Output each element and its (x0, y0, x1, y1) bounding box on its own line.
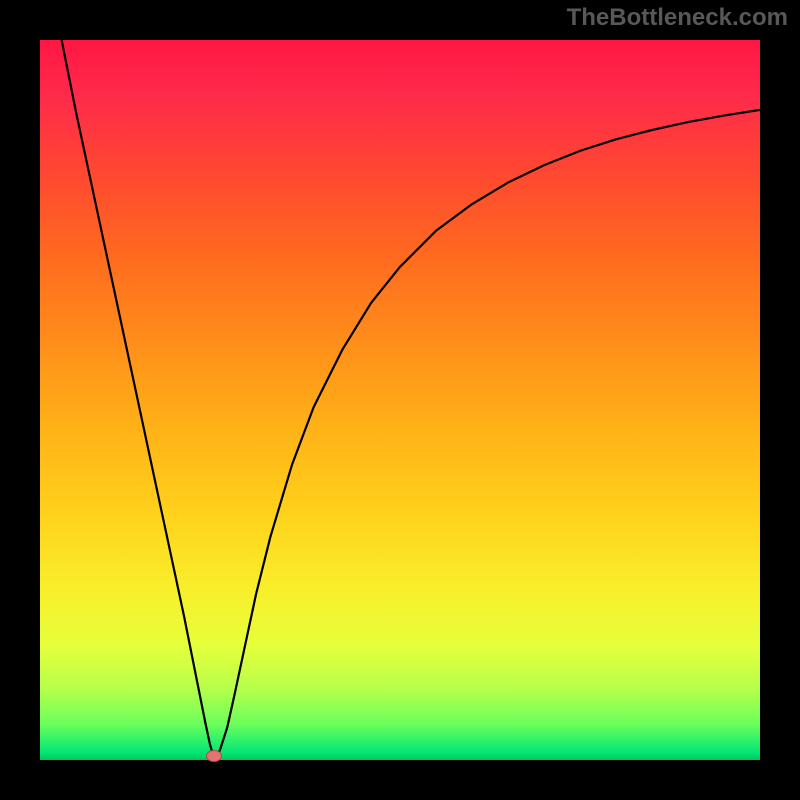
chart-container: TheBottleneck.com (0, 0, 800, 800)
optimum-marker (206, 750, 222, 762)
watermark-text: TheBottleneck.com (567, 4, 788, 32)
plot-area (40, 40, 760, 760)
bottleneck-curve (40, 40, 760, 760)
